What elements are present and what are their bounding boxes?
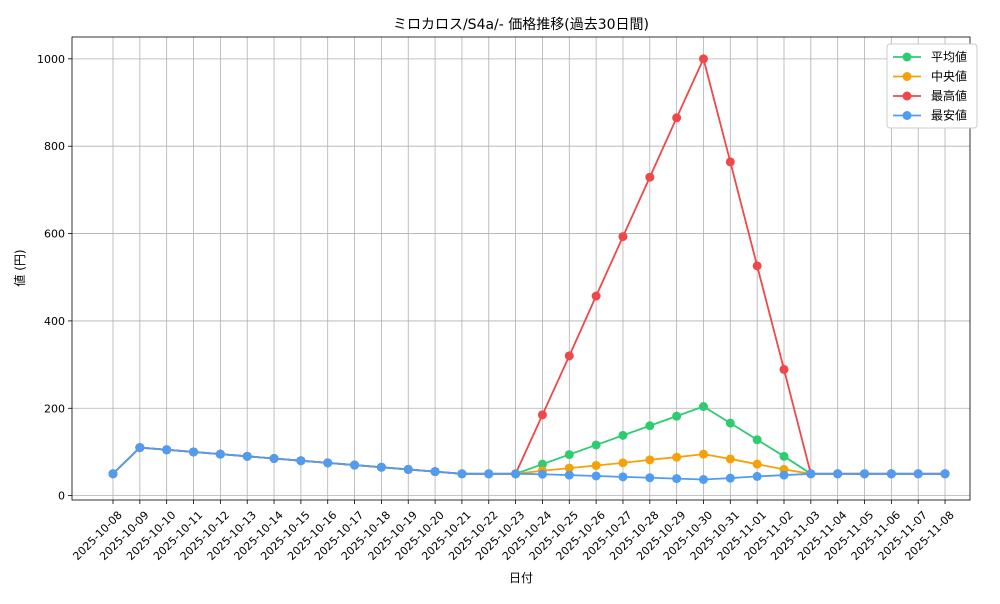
data-point [698,449,708,459]
legend-label: 平均値 [931,49,967,64]
legend-frame [886,43,978,129]
data-point [779,451,789,461]
data-point [645,172,655,182]
data-point [618,458,628,468]
grid-layer [72,37,970,500]
data-point [564,470,574,480]
data-point [725,454,735,464]
data-point [698,54,708,64]
y-tick-label: 1000 [37,53,65,66]
data-point [806,469,816,479]
data-point [537,410,547,420]
data-point [564,450,574,460]
data-point [189,447,199,457]
data-point [215,449,225,459]
y-tick-label: 600 [44,228,65,241]
series-3 [108,443,950,484]
data-point [162,445,172,455]
data-point [860,469,870,479]
data-point [108,469,118,479]
legend-marker [902,111,912,120]
data-point [752,435,762,445]
data-point [913,469,923,479]
tick-layer: 2025-10-082025-10-092025-10-102025-10-11… [37,53,957,563]
data-point [645,473,655,483]
legend-label: 中央値 [931,69,967,84]
y-tick-label: 800 [44,140,65,153]
data-point [591,460,601,470]
data-point [591,471,601,481]
data-point [725,157,735,167]
data-point [430,467,440,477]
x-axis-label: 日付 [509,571,533,585]
series-line [112,405,946,475]
data-point [618,430,628,440]
data-point [886,469,896,479]
data-point [269,454,279,464]
data-point [537,459,547,469]
data-point [833,469,843,479]
series-0 [108,402,950,479]
data-point [591,291,601,301]
plot-frame [71,36,971,501]
data-point [752,471,762,481]
data-point [296,456,306,466]
data-point [672,452,682,462]
data-point [618,232,628,242]
data-point [537,469,547,479]
y-tick-label: 0 [58,490,65,503]
data-point [323,458,333,468]
data-point [618,472,628,482]
legend-marker [902,52,912,62]
data-point [779,470,789,480]
series-layer [108,54,950,484]
series-2 [108,54,950,479]
data-point [457,469,467,479]
data-point [752,261,762,271]
data-point [645,455,655,465]
data-point [376,462,386,472]
data-point [591,440,601,450]
data-point [564,351,574,361]
legend-label: 最高値 [931,88,967,103]
data-point [135,443,145,453]
series-line [112,446,946,481]
data-point [484,469,494,479]
data-point [752,459,762,469]
data-point [725,418,735,428]
series-line [112,56,946,475]
data-point [672,113,682,123]
data-point [725,473,735,483]
legend-marker [902,91,912,101]
data-point [645,421,655,431]
data-point [698,402,708,412]
data-point [511,469,521,479]
data-point [242,451,252,461]
data-point [672,411,682,421]
data-point [564,463,574,473]
y-tick-label: 400 [44,315,65,328]
legend-marker [902,72,912,81]
data-point [350,460,360,470]
data-point [698,474,708,484]
data-point [779,364,789,374]
legend-label: 最安値 [931,108,967,123]
chart-title: ミロカロス/S4a/- 価格推移(過去30日間) [393,17,649,33]
y-tick-label: 200 [44,402,65,415]
data-point [403,464,413,474]
data-point [672,474,682,484]
y-axis-label: 値 (円) [12,249,27,286]
data-point [940,469,950,479]
